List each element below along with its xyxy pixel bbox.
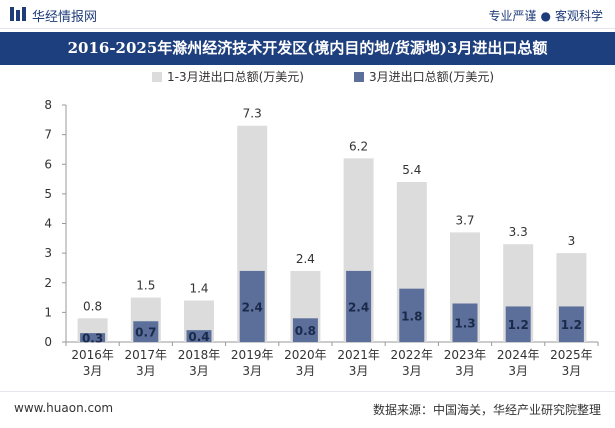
x-tick-label-year: 2018年 [178,348,221,362]
x-tick-label-year: 2021年 [337,348,380,362]
x-tick-label-month: 3月 [508,364,528,378]
y-tick-label: 8 [44,98,52,112]
data-label-total: 1.5 [136,279,155,293]
x-tick-label-year: 2016年 [71,348,114,362]
data-label-march: 1.2 [508,318,529,332]
top-header: 华经情报网 专业严谨 ● 客观科学 [0,0,615,29]
legend-swatch-total [152,72,162,82]
data-label-march: 2.4 [348,300,369,314]
y-tick-label: 0 [44,335,52,349]
brand-name: 华经情报网 [32,10,98,25]
x-tick-label-year: 2019年 [231,348,274,362]
y-tick-label: 3 [44,246,52,260]
bar-march [399,288,425,342]
data-label-march: 2.4 [242,300,263,314]
bar-march [505,306,531,342]
bar-march [186,330,212,342]
data-label-march: 1.8 [401,309,422,323]
tagline-left: 专业严谨 [488,9,537,23]
bar-march [346,270,372,342]
x-tick-label-month: 3月 [242,364,262,378]
x-tick-label-month: 3月 [296,364,316,378]
data-label-march: 0.8 [295,324,316,338]
data-label-total: 3 [568,234,576,248]
data-label-march: 0.7 [135,326,156,340]
bar-march [80,333,106,342]
data-source: 数据来源：中国海关，华经产业研究院整理 [372,403,601,417]
bar-march [558,306,584,342]
data-label-total: 3.7 [455,213,474,227]
data-label-total: 6.2 [349,139,368,153]
x-tick-label-year: 2023年 [444,348,487,362]
x-tick-label-month: 3月 [189,364,209,378]
bar-march [239,270,265,342]
x-tick-label-year: 2025年 [550,348,593,362]
data-label-march: 1.3 [454,317,475,331]
data-label-total: 1.4 [189,282,208,296]
x-tick-label-year: 2024年 [497,348,540,362]
bar-march [133,321,159,342]
data-label-total: 7.3 [243,107,262,121]
legend-swatch-march [354,72,364,82]
y-tick-label: 7 [44,128,52,142]
x-tick-label-month: 3月 [349,364,369,378]
x-tick-label-year: 2022年 [391,348,434,362]
bar-march [292,318,318,342]
y-tick-label: 6 [44,157,52,171]
tagline: 专业严谨 ● 客观科学 [488,7,603,24]
data-label-march: 1.2 [561,318,582,332]
data-label-march: 0.3 [82,332,103,346]
y-tick-label: 4 [44,217,52,231]
data-label-total: 5.4 [402,163,421,177]
x-tick-label-month: 3月 [455,364,475,378]
data-label-total: 3.3 [509,225,528,239]
data-label-march: 0.4 [188,330,209,344]
footer: www.huaon.com 数据来源：中国海关，华经产业研究院整理 [0,391,615,428]
data-label-total: 0.8 [83,299,102,313]
data-label-total: 2.4 [296,252,315,266]
chart-title: 2016-2025年滁州经济技术开发区(境内目的地/货源地)3月进出口总额 [67,39,548,57]
bar-march [452,303,478,342]
tagline-dot: ● [540,9,551,23]
title-bar: 2016-2025年滁州经济技术开发区(境内目的地/货源地)3月进出口总额 [0,32,615,65]
bar-chart: 1-3月进出口总额(万美元) 3月进出口总额(万美元) 0 1 2 3 4 5 6 7 8 0.8 0.… [44,70,599,378]
x-tick-label-month: 3月 [136,364,156,378]
y-tick-label: 5 [44,187,52,201]
x-tick-label-month: 3月 [83,364,103,378]
x-tick-label-month: 3月 [562,364,582,378]
y-tick-label: 2 [44,276,52,290]
legend-label-total: 1-3月进出口总额(万美元) [167,70,304,84]
tagline-right: 客观科学 [554,9,603,23]
x-tick-label-year: 2017年 [125,348,168,362]
y-tick-label: 1 [44,305,52,319]
x-tick-label-year: 2020年 [284,348,327,362]
x-tick-label-month: 3月 [402,364,422,378]
site-url: www.huaon.com [14,401,114,415]
legend-label-march: 3月进出口总额(万美元) [369,70,494,84]
logo-icon [10,7,26,21]
